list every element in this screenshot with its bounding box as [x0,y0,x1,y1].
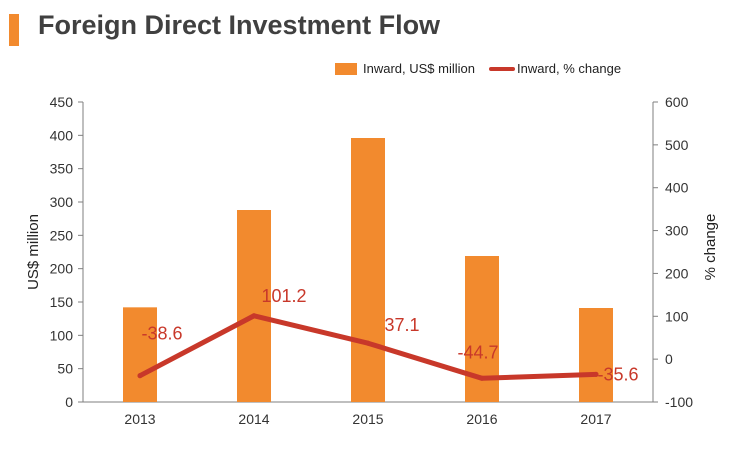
line-point [137,373,143,379]
y-tick-label: 150 [50,294,74,310]
y-tick-label: 300 [50,194,74,210]
line-point [251,313,257,319]
line-point [479,375,485,381]
x-tick-label: 2014 [238,411,269,427]
x-tick-label: 2016 [466,411,497,427]
bar [123,307,157,402]
x-tick-label: 2015 [352,411,383,427]
bar [351,138,385,402]
legend-line-swatch [489,66,515,71]
bar [237,210,271,402]
line-point [365,340,371,346]
data-label: 101.2 [261,286,306,306]
y2-tick-label: 300 [665,223,689,239]
y-tick-label: 250 [50,227,74,243]
y-tick-label: 450 [50,94,74,110]
legend-item-line: Inward, % change [489,61,621,76]
data-label: -44.7 [457,342,498,362]
legend-line-label: Inward, % change [517,61,622,76]
y2-tick-label: 200 [665,265,689,281]
data-label: -38.6 [141,324,182,344]
legend-bar-swatch [335,62,357,75]
x-tick-label: 2013 [124,411,155,427]
legend-item-bar: Inward, US$ million [335,61,475,76]
y-tick-label: 400 [50,127,74,143]
y2-tick-label: 500 [665,137,689,153]
y-tick-label: 350 [50,161,74,177]
title-accent-bar [9,14,19,46]
y2-axis-title: % change [702,214,719,281]
line-point [593,371,599,377]
y2-tick-label: 0 [665,351,673,367]
y-tick-label: 0 [65,394,73,410]
data-label: 37.1 [384,315,419,335]
y2-tick-label: 100 [665,308,689,324]
y2-tick-label: 400 [665,180,689,196]
chart-title: Foreign Direct Investment Flow [38,10,441,40]
y-tick-label: 200 [50,261,74,277]
bar [579,308,613,402]
y-axis-title: US$ million [25,214,42,290]
chart-legend: Inward, US$ million Inward, % change [335,61,635,76]
y-tick-label: 50 [57,361,73,377]
y2-tick-label: -100 [665,394,693,410]
data-label: -35.6 [597,364,638,384]
y-tick-label: 100 [50,327,74,343]
x-tick-label: 2017 [580,411,611,427]
y2-tick-label: 600 [665,94,689,110]
legend-bar-label: Inward, US$ million [363,61,475,76]
